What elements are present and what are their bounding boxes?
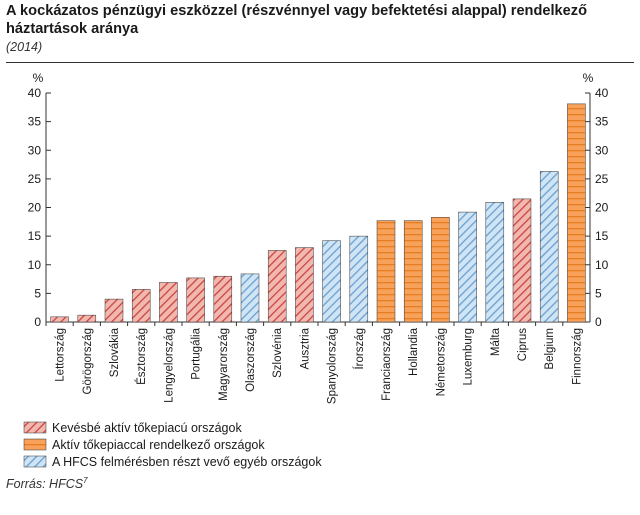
category-label-6: Portugália — [191, 327, 203, 379]
bar-5 — [159, 282, 178, 323]
y-tick-label-left: 40 — [28, 86, 42, 100]
chart-title: A kockázatos pénzügyi eszközzel (részvén… — [6, 3, 587, 37]
title-rule — [6, 62, 634, 63]
chart-legend: Kevésbé aktív tőkepiacú országok Aktív tő… — [23, 421, 322, 469]
legend-swatch-orange — [23, 438, 47, 451]
bar-19 — [539, 171, 559, 323]
y-tick-label-left: 20 — [28, 201, 42, 215]
category-label-17: Málta — [490, 327, 502, 356]
chart-axes: 0 0 5 5 10 10 15 15 20 20 25 25 30 30 35 35 40 40%% — [28, 71, 609, 329]
source-note: Forrás: HFCS7 — [6, 476, 88, 491]
category-label-20: Finnország — [571, 328, 583, 385]
bar-1 — [50, 316, 69, 323]
chart-bars — [50, 103, 586, 323]
category-label-15: Németország — [435, 328, 447, 396]
category-label-19: Belgium — [544, 328, 556, 370]
bar-9 — [267, 250, 287, 323]
category-label-1: Lettország — [55, 328, 67, 382]
chart-subtitle: (2014) — [6, 40, 43, 54]
bar-6 — [186, 277, 205, 323]
category-label-3: Szlovákia — [109, 327, 121, 377]
y-tick-label-left: 15 — [28, 229, 42, 243]
bar-14 — [403, 220, 423, 323]
legend-label-red: Kevésbé aktív tőkepiacú országok — [52, 421, 242, 435]
legend-swatch-blue — [23, 455, 47, 468]
y-tick-label-right: 30 — [595, 143, 609, 157]
source-text: Forrás: HFCS — [6, 477, 84, 492]
y-tick-label-left: 5 — [34, 286, 41, 300]
y-tick-label-left: 25 — [28, 172, 42, 186]
category-label-12: Írország — [353, 328, 366, 370]
y-tick-label-right: 35 — [595, 115, 609, 129]
bar-12 — [349, 235, 369, 323]
category-labels: Lettország Görögország Szlovákia Észtország… — [55, 327, 584, 404]
bar-2 — [77, 314, 97, 323]
legend-label-orange: Aktív tőkepiaccal rendelkező országok — [52, 438, 265, 452]
y-tick-label-right: 15 — [595, 229, 609, 243]
bar-15 — [431, 216, 450, 323]
category-label-11: Spanyolország — [327, 328, 339, 404]
category-label-8: Olaszország — [245, 328, 257, 392]
bar-4 — [131, 289, 151, 323]
y-tick-label-right: 40 — [595, 86, 609, 100]
bar-16 — [458, 211, 477, 323]
y-tick-label-left: 35 — [28, 115, 42, 129]
bar-18 — [512, 198, 532, 323]
bar-3 — [104, 298, 124, 323]
bar-10 — [295, 247, 314, 323]
category-label-16: Luxemburg — [463, 328, 475, 386]
category-label-18: Ciprus — [517, 328, 529, 361]
category-label-4: Észtország — [135, 328, 148, 385]
category-label-5: Lengyelország — [163, 328, 175, 403]
y-tick-label-left: 0 — [34, 315, 41, 329]
y-tick-label-right: 0 — [595, 315, 602, 329]
y-tick-label-right: 10 — [595, 258, 609, 272]
category-label-10: Ausztria — [299, 327, 311, 369]
bar-11 — [322, 240, 341, 323]
y-tick-label-left: 30 — [28, 143, 42, 157]
category-label-14: Hollandia — [408, 327, 420, 376]
y-tick-label-right: 5 — [595, 286, 602, 300]
bar-13 — [376, 220, 396, 323]
bar-17 — [485, 202, 505, 323]
bar-7 — [213, 275, 233, 323]
y-unit-left: % — [33, 71, 44, 85]
bar-8 — [240, 273, 260, 323]
category-label-7: Magyarország — [218, 328, 230, 401]
bar-20 — [567, 103, 586, 323]
legend-swatch-red — [23, 421, 47, 434]
category-label-9: Szlovénia — [272, 327, 284, 377]
y-tick-label-right: 20 — [595, 201, 609, 215]
category-label-2: Görögország — [82, 328, 94, 394]
y-unit-right: % — [583, 71, 594, 85]
legend-label-blue: A HFCS felmérésben részt vevő egyéb orsz… — [52, 455, 322, 469]
source-footnote: 7 — [83, 476, 88, 485]
y-tick-label-right: 25 — [595, 172, 609, 186]
category-label-13: Franciaország — [381, 328, 393, 401]
y-tick-label-left: 10 — [28, 258, 42, 272]
